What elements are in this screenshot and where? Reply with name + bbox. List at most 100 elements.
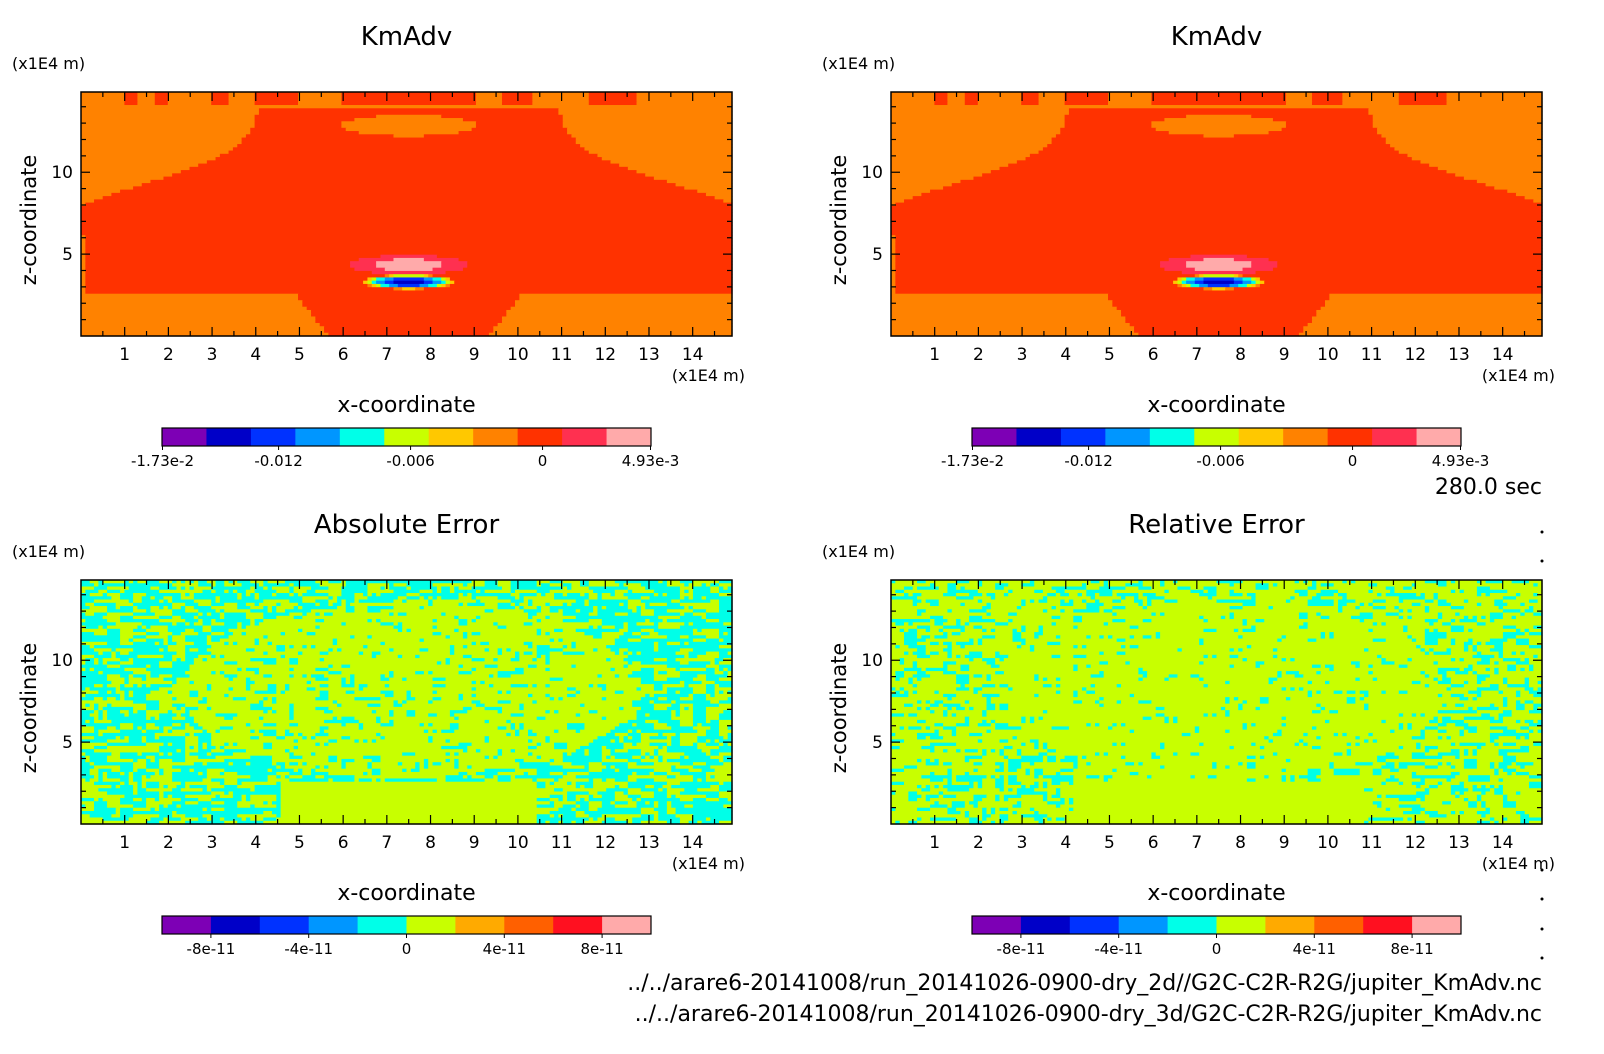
heatmap-cell (497, 674, 512, 679)
heatmap-cell (124, 677, 130, 682)
heatmap-cell (81, 192, 112, 197)
heatmap-cell (1160, 635, 1239, 640)
heatmap-cell (454, 758, 460, 763)
colorbar: -1.73e-2 -0.012 -0.006 0 4.93e-3 (131, 427, 679, 470)
heatmap-cell (1359, 661, 1383, 666)
heatmap-cell (1320, 671, 1369, 675)
heatmap-cell (289, 729, 321, 734)
heatmap-cell (241, 622, 251, 627)
heatmap-cell (891, 144, 1048, 148)
heatmap-cell (219, 671, 225, 675)
heatmap-cell (484, 703, 520, 708)
heatmap-cell (1151, 599, 1166, 604)
heatmap-cell (1528, 599, 1539, 604)
heatmap-cell (1251, 645, 1417, 649)
heatmap-cell (653, 791, 668, 796)
heatmap-cell (1424, 635, 1448, 640)
heatmap-cell (441, 589, 451, 594)
heatmap-cell (1424, 609, 1430, 614)
heatmap-cell (354, 716, 377, 721)
heatmap-cell (1450, 589, 1456, 594)
heatmap-cell (640, 583, 668, 588)
heatmap-cell (653, 622, 659, 627)
heatmap-cell (575, 664, 625, 669)
heatmap-cell (1268, 583, 1274, 588)
heatmap-cell (276, 817, 538, 822)
heatmap-cell (1199, 615, 1205, 620)
heatmap-cell (697, 788, 720, 793)
heatmap-cell (649, 713, 672, 718)
heatmap-cell (623, 690, 668, 695)
heatmap-cell (133, 606, 139, 610)
heatmap-cell (198, 615, 221, 620)
heatmap-cell (120, 729, 143, 734)
heatmap-cell (1125, 651, 1426, 656)
heatmap-cell (124, 92, 139, 96)
heatmap-cell (1498, 661, 1517, 666)
heatmap-cell (692, 593, 720, 597)
heatmap-cell (904, 622, 909, 627)
heatmap-cell (367, 739, 373, 744)
heatmap-cell (519, 658, 533, 662)
heatmap-cell (1364, 693, 1369, 698)
heatmap-cell (224, 820, 238, 825)
heatmap-cell (1528, 680, 1539, 685)
heatmap-cell (1446, 599, 1465, 604)
heatmap-cell (107, 690, 112, 695)
heatmap-cell (376, 277, 386, 282)
heatmap-cell (341, 684, 356, 688)
heatmap-cell (956, 596, 975, 601)
heatmap-cell (1203, 589, 1209, 594)
heatmap-cell (943, 648, 953, 653)
heatmap-cell (1377, 654, 1383, 659)
heatmap-cell (679, 612, 685, 617)
heatmap-cell (211, 749, 225, 754)
heatmap-cell (458, 752, 499, 757)
heatmap-cell (1481, 580, 1487, 584)
heatmap-cell (1094, 593, 1100, 597)
heatmap-cell (376, 280, 386, 285)
heatmap-cell (81, 280, 86, 285)
heatmap-cell (536, 755, 542, 760)
heatmap-cell (85, 248, 733, 253)
heatmap-cell (545, 658, 551, 662)
heatmap-cell (154, 641, 160, 646)
heatmap-cell (133, 641, 156, 646)
heatmap-cell (1077, 693, 1131, 698)
heatmap-cell (224, 589, 230, 594)
heatmap-cell (1520, 651, 1526, 656)
heatmap-cell (930, 641, 940, 646)
heatmap-cell (1463, 599, 1469, 604)
heatmap-cell (619, 163, 733, 168)
heatmap-cell (458, 596, 473, 601)
heatmap-cell (1099, 609, 1105, 614)
heatmap-cell (358, 651, 364, 656)
heatmap-cell (128, 680, 173, 685)
heatmap-cell (1147, 671, 1278, 675)
heatmap-cell (172, 612, 199, 617)
heatmap-cell (536, 645, 551, 649)
heatmap-cell (185, 671, 212, 675)
heatmap-cell (601, 762, 629, 767)
heatmap-cell (895, 671, 905, 675)
heatmap-cell (133, 658, 173, 662)
heatmap-cell (232, 752, 290, 757)
heatmap-cell (627, 762, 638, 767)
heatmap-cell (380, 677, 390, 682)
heatmap-cell (176, 804, 182, 809)
heatmap-cell (891, 105, 1543, 109)
heatmap-cell (154, 596, 165, 601)
heatmap-cell (415, 762, 421, 767)
heatmap-cell (302, 303, 516, 308)
heatmap-cell (588, 599, 629, 604)
heatmap-cell (263, 801, 269, 806)
heatmap-cell (1528, 606, 1534, 610)
heatmap-cell (1520, 609, 1526, 614)
heatmap-cell (471, 127, 568, 132)
heatmap-cell (917, 671, 927, 675)
heatmap-cell (904, 638, 927, 643)
heatmap-cell (376, 710, 390, 714)
heatmap-cell (81, 199, 95, 204)
heatmap-cell (120, 765, 134, 770)
heatmap-cell (705, 619, 720, 623)
